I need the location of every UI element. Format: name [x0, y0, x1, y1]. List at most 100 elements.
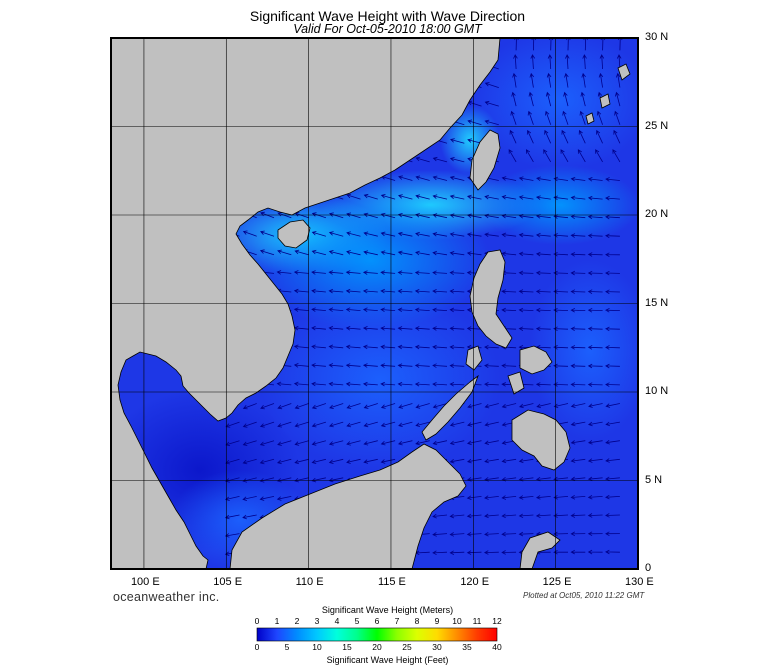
wave-arrow: [449, 363, 465, 368]
wave-arrow: [525, 149, 534, 163]
wave-arrow: [570, 382, 586, 387]
wave-arrow: [397, 363, 413, 368]
wave-arrow: [242, 421, 257, 428]
wave-arrow: [466, 251, 482, 256]
wave-arrow: [415, 175, 430, 181]
wave-arrow: [380, 307, 396, 313]
wave-arrow: [449, 289, 465, 294]
latitude-label: 20 N: [645, 208, 669, 220]
wave-arrow: [535, 326, 551, 331]
wave-arrow: [587, 233, 603, 238]
wave-arrow: [560, 149, 569, 163]
wave-arrow: [587, 270, 603, 276]
wave-arrow: [311, 249, 327, 256]
wave-arrow: [328, 458, 344, 464]
wave-arrow: [242, 403, 257, 410]
wave-arrow: [224, 514, 240, 520]
wave-arrow: [577, 149, 586, 163]
wave-arrow: [518, 232, 534, 238]
wave-arrow: [587, 345, 603, 350]
wave-arrow: [580, 91, 586, 107]
wave-arrow: [415, 440, 430, 446]
wave-arrow: [362, 307, 378, 313]
wave-arrow: [512, 72, 517, 88]
wave-arrow: [570, 513, 586, 518]
wave-arrow: [397, 381, 413, 387]
wave-arrow: [511, 91, 517, 107]
wave-arrow: [546, 72, 552, 88]
feet-tick: 35: [462, 642, 472, 652]
wave-arrow: [432, 232, 448, 237]
meters-tick: 12: [492, 616, 502, 626]
wave-arrow: [450, 138, 465, 144]
wave-arrow: [398, 421, 413, 427]
hainan-island: [277, 219, 311, 249]
wave-arrow: [449, 344, 465, 350]
meters-tick: 11: [472, 616, 482, 626]
latitude-label: 10 N: [645, 385, 669, 397]
wave-arrow: [432, 307, 448, 313]
wave-arrow: [518, 458, 534, 464]
wave-arrow: [529, 72, 535, 88]
taiwan-island: [469, 129, 501, 191]
wave-arrow: [535, 513, 551, 518]
wave-arrow: [553, 251, 569, 257]
wave-arrow: [259, 496, 275, 501]
wave-arrow: [570, 214, 586, 220]
wave-arrow: [432, 194, 448, 200]
wave-arrow: [414, 344, 430, 350]
wave-arrow: [415, 421, 430, 427]
wave-arrow: [294, 458, 309, 465]
wave-arrow: [311, 421, 327, 428]
wave-arrow: [570, 252, 586, 257]
wave-arrow: [294, 440, 309, 446]
wave-arrow: [345, 381, 361, 387]
wave-arrow: [466, 532, 482, 537]
wave-arrow: [508, 149, 517, 163]
wave-arrow: [501, 495, 517, 500]
wave-arrow: [501, 176, 517, 181]
wave-arrow: [328, 421, 344, 428]
wave-arrow: [501, 251, 517, 257]
wave-arrow: [259, 249, 275, 256]
wave-arrow: [346, 458, 361, 464]
wave-arrow: [544, 129, 552, 144]
wave-arrow: [553, 233, 569, 238]
wave-arrow: [553, 513, 569, 518]
wave-arrow: [513, 54, 518, 70]
wave-arrow: [294, 403, 309, 410]
wave-arrow: [587, 382, 603, 387]
wave-arrow: [545, 110, 552, 125]
wave-arrow: [612, 149, 621, 163]
longitude-label: 125 E: [542, 576, 572, 588]
wave-arrow: [570, 195, 586, 201]
wave-arrow: [328, 231, 344, 237]
wave-arrow: [605, 403, 620, 408]
wave-arrow: [587, 549, 603, 555]
meters-tick: 9: [434, 616, 440, 626]
wave-arrow: [397, 231, 413, 237]
wave-arrow: [363, 421, 378, 428]
wave-arrow: [260, 230, 275, 237]
wave-arrow: [509, 129, 517, 144]
wave-arrow: [484, 363, 499, 369]
wave-arrow: [553, 326, 569, 332]
wave-arrow: [466, 458, 482, 464]
meters-tick: 4: [334, 616, 340, 626]
wave-arrow: [484, 440, 499, 445]
wave-arrow: [363, 250, 378, 256]
wave-arrow: [397, 288, 413, 294]
wave-arrow: [535, 307, 551, 313]
wave-arrow: [484, 403, 499, 409]
wave-arrow: [415, 194, 430, 200]
wave-arrow: [543, 149, 552, 163]
feet-tick: 5: [284, 642, 290, 652]
chart-title: Significant Wave Height with Wave Direct…: [249, 8, 526, 24]
visayas-islands: [507, 345, 553, 395]
wave-arrow: [570, 494, 586, 500]
wave-arrow: [328, 344, 344, 350]
wave-arrow: [346, 403, 361, 409]
wave-arrow: [484, 382, 499, 387]
wave-arrow: [380, 344, 396, 350]
wave-arrow: [328, 250, 344, 256]
